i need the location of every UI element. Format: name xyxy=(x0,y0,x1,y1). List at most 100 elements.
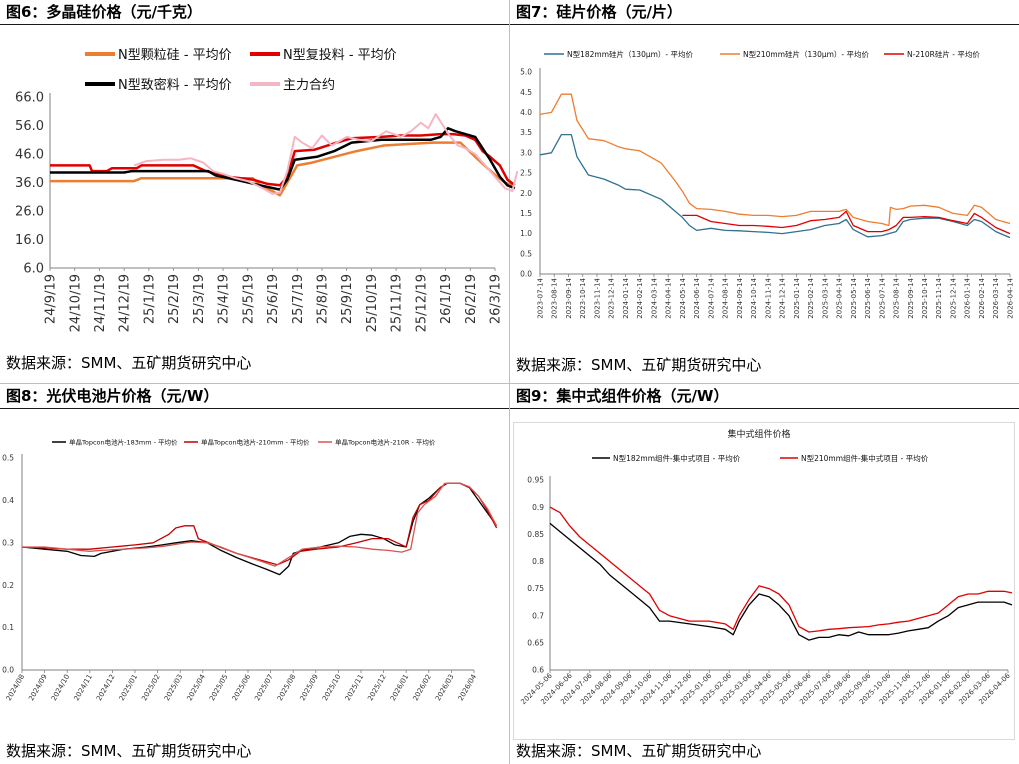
x-tick-label: 25/1/19 xyxy=(142,274,157,324)
y-tick-label: 5.0 xyxy=(520,68,532,77)
x-tick-label: 2024/11 xyxy=(73,673,94,702)
x-tick-label: 2025-04-14 xyxy=(836,277,844,318)
panel-fig6: 图6：多晶硅价格（元/千克） 66.0 56.0 46.0 36.0 26.0 16.0 6… xyxy=(0,0,519,383)
x-tick-label: 2026-03-14 xyxy=(992,277,1000,318)
x-tick-label: 25/4/19 xyxy=(217,274,232,324)
x-tick-label: 26/1/19 xyxy=(439,274,454,324)
figure-9-title: 图9：集中式组件价格（元/W） xyxy=(510,384,1019,409)
x-tick-label: 2026/01 xyxy=(389,673,410,702)
panel-fig9: 图9：集中式组件价格（元/W） 集中式组件价格 0.95 0.9 0.85 0.8 0.7… xyxy=(510,384,1019,764)
x-tick-label: 2026-04-14 xyxy=(1006,277,1014,318)
x-tick-label: 25/12/19 xyxy=(414,274,429,332)
y-tick-label: 66.0 xyxy=(15,91,44,106)
x-tick-label: 2024-02-14 xyxy=(636,277,644,318)
y-tick-label: 1.5 xyxy=(520,209,532,218)
x-tick-label: 25/6/19 xyxy=(266,274,281,324)
series-line-1 xyxy=(50,132,516,187)
x-tick-label: 2024-08-14 xyxy=(722,277,730,318)
x-tick-label: 2025-02-14 xyxy=(807,277,815,318)
y-tick-label: 6.0 xyxy=(23,262,44,277)
x-tick-label: 2025/12 xyxy=(366,673,387,702)
legend-label-0: N型颗粒硅 - 平均价 xyxy=(118,48,232,63)
y-tick-label: 16.0 xyxy=(15,233,44,248)
x-tick-label: 2025-12-14 xyxy=(949,277,957,318)
x-tick-label: 24/10/19 xyxy=(68,274,83,332)
x-tick-label: 2024-06-14 xyxy=(693,277,701,318)
x-tick-label: 2025-07-14 xyxy=(878,277,886,318)
series-line-3 xyxy=(133,113,519,195)
series-line-1 xyxy=(539,93,1011,227)
figure-9-frame xyxy=(513,422,1015,740)
x-tick-label: 25/3/19 xyxy=(192,274,207,324)
y-tick-label: 2.0 xyxy=(520,189,532,198)
horizontal-divider xyxy=(0,383,1019,384)
y-tick-label: 0.8 xyxy=(532,557,544,566)
y-tick-label: 2.5 xyxy=(520,169,532,178)
x-tick-label: 26/2/19 xyxy=(464,274,479,324)
x-tick-label: 2025-11-14 xyxy=(935,277,943,318)
legend-label-1: N型210mm组件-集中式项目 - 平均价 xyxy=(801,453,929,463)
inner-chart-title: 集中式组件价格 xyxy=(727,428,790,440)
y-tick-label: 0.2 xyxy=(2,581,14,590)
x-tick-label: 2025/03 xyxy=(163,673,184,702)
x-tick-label: 25/11/19 xyxy=(390,274,405,332)
x-tick-label: 2024-01-14 xyxy=(622,277,630,318)
x-tick-label: 2026/03 xyxy=(434,673,455,702)
x-tick-label: 2025/08 xyxy=(276,673,297,702)
x-tick-label: 2024-04-14 xyxy=(665,277,673,318)
series-line-2 xyxy=(22,482,498,567)
panel-fig8: 图8：光伏电池片价格（元/W） 0.5 0.4 0.3 0.2 0.1 0.0 2024/0… xyxy=(0,384,509,764)
legend-label-1: N型210mm硅片（130μm）- 平均价 xyxy=(743,49,870,59)
x-tick-label: 25/8/19 xyxy=(315,274,330,324)
x-tick-label: 24/11/19 xyxy=(93,274,108,332)
legend-label-0: 单晶Topcon电池片-183mm - 平均价 xyxy=(69,437,178,446)
legend-label-1: 单晶Topcon电池片-210mm - 平均价 xyxy=(201,437,310,446)
y-tick-label: 0.85 xyxy=(527,530,544,539)
x-tick-label: 2025/09 xyxy=(299,673,320,702)
x-tick-label: 2023-09-14 xyxy=(565,277,573,318)
x-tick-label: 2025/05 xyxy=(208,673,229,702)
series-line-1 xyxy=(549,506,1013,633)
x-tick-label: 2025-03-14 xyxy=(821,277,829,318)
figure-8-title: 图8：光伏电池片价格（元/W） xyxy=(0,384,509,409)
x-tick-label: 2026/02 xyxy=(412,673,433,702)
y-tick-label: 46.0 xyxy=(15,148,44,163)
x-tick-label: 2024-07-14 xyxy=(707,277,715,318)
x-tick-label: 2023-07-14 xyxy=(536,277,544,318)
legend-label-3: 主力合约 xyxy=(283,78,335,93)
panel-fig7: 图7：硅片价格（元/片） 5.0 4.5 4.0 3.5 3.0 2.5 2.0 1.5 1.0… xyxy=(510,0,1019,383)
series-line-1 xyxy=(21,482,498,566)
x-tick-label: 2025-06-14 xyxy=(864,277,872,318)
x-tick-label: 25/2/19 xyxy=(167,274,182,324)
x-tick-label: 2025-10-14 xyxy=(921,277,929,318)
y-tick-label: 4.5 xyxy=(520,88,532,97)
y-tick-label: 0.3 xyxy=(2,538,14,547)
x-tick-label: 2023-11-14 xyxy=(593,277,601,318)
x-tick-label: 2025/02 xyxy=(140,673,161,702)
y-tick-label: 0.7 xyxy=(532,611,544,620)
y-tick-label: 0.65 xyxy=(527,638,544,647)
legend-label-1: N型复投料 - 平均价 xyxy=(283,47,397,63)
x-tick-label: 2024/09 xyxy=(27,673,48,702)
y-tick-label: 4.0 xyxy=(520,108,532,117)
x-tick-label: 2025/06 xyxy=(231,673,253,703)
x-tick-label: 2025-01-14 xyxy=(793,277,801,318)
x-tick-label: 2025-08-14 xyxy=(893,277,901,318)
wafer-price-chart: 5.0 4.5 4.0 3.5 3.0 2.5 2.0 1.5 1.0 0.5 0.0 2023-07… xyxy=(520,49,1014,319)
x-tick-label: 2026-01-14 xyxy=(964,277,972,318)
y-tick-label: 0.75 xyxy=(527,584,544,593)
y-tick-label: 26.0 xyxy=(15,205,44,220)
x-tick-label: 2024-09-14 xyxy=(736,277,744,318)
legend-label-0: N型182mm组件-集中式项目 - 平均价 xyxy=(613,453,741,463)
x-tick-label: 2024-05-14 xyxy=(679,277,687,318)
x-tick-label: 25/9/19 xyxy=(340,274,355,324)
x-tick-label: 2023-10-14 xyxy=(579,277,587,318)
x-tick-label: 2025-09-14 xyxy=(907,277,915,318)
polysilicon-price-chart: 66.0 56.0 46.0 36.0 26.0 16.0 6.024/9/19 24/10/… xyxy=(15,47,519,332)
series-line-0 xyxy=(539,133,1011,239)
legend-label-2: N型致密料 - 平均价 xyxy=(118,77,232,93)
x-tick-label: 2023-12-14 xyxy=(608,277,616,318)
y-tick-label: 0.1 xyxy=(2,623,14,632)
y-tick-label: 36.0 xyxy=(15,176,44,191)
x-tick-label: 2023-08-14 xyxy=(551,277,559,318)
